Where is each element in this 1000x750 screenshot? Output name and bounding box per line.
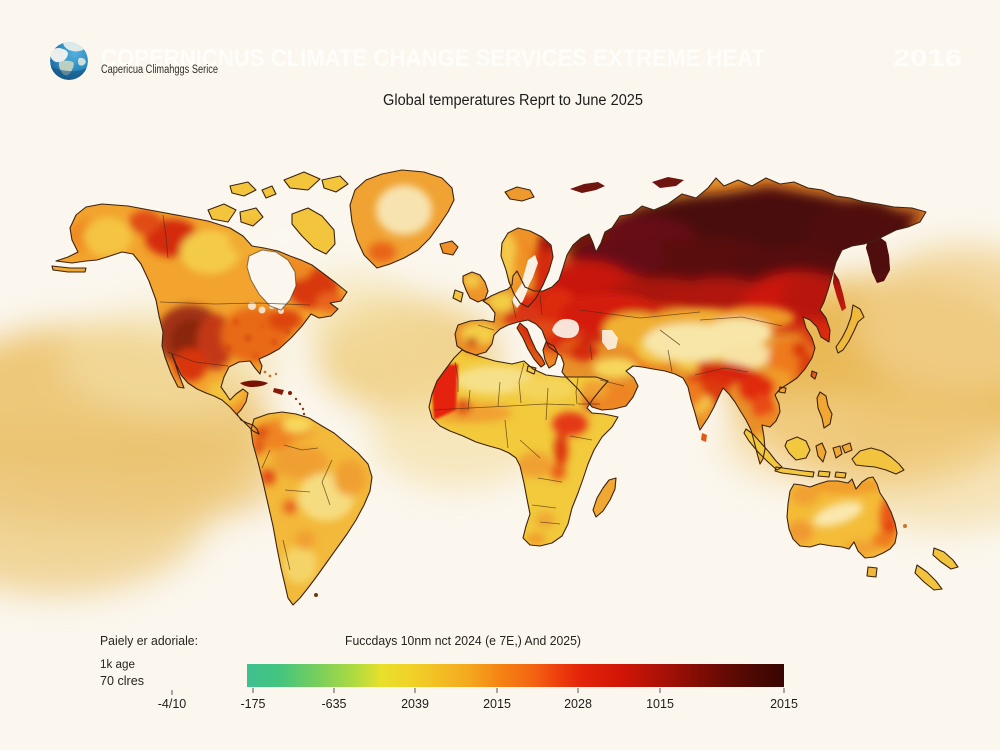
svg-text:Fuccdays 10nm nct 2024 (e 7E,): Fuccdays 10nm nct 2024 (e 7E,) And 2025) [345,634,581,648]
svg-text:Paiely er adoriale:: Paiely er adoriale: [100,634,198,648]
svg-text:Capericua Climahggs Serice: Capericua Climahggs Serice [101,64,218,76]
svg-text:2028: 2028 [564,697,592,711]
svg-text:2015: 2015 [483,697,511,711]
svg-text:1015: 1015 [646,697,674,711]
svg-text:-175: -175 [240,697,265,711]
svg-text:2015: 2015 [770,697,798,711]
svg-text:Global temperatures Reprt to J: Global temperatures Reprt to June 2025 [383,92,643,109]
svg-text:2039: 2039 [401,697,429,711]
svg-text:2016: 2016 [893,45,962,72]
svg-text:70 clres: 70 clres [100,674,144,688]
svg-text:1k age: 1k age [100,659,135,671]
svg-text:-4/10: -4/10 [158,697,187,711]
svg-text:-635: -635 [321,697,346,711]
svg-text:COPERNICNUS CLIMATE CHANGE SER: COPERNICNUS CLIMATE CHANGE SERVICES EXTR… [101,45,765,72]
